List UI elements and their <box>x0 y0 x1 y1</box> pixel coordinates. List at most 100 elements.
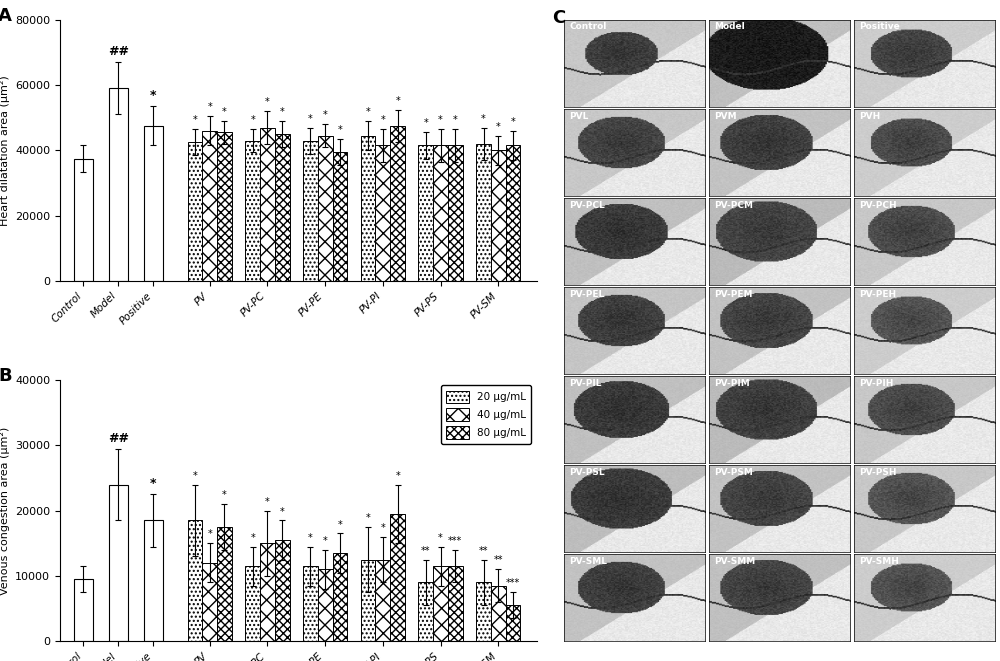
Text: PV-SMM: PV-SMM <box>714 557 756 566</box>
Bar <box>433 145 448 281</box>
Text: *: * <box>250 533 255 543</box>
Bar <box>506 145 520 281</box>
Bar <box>303 566 318 641</box>
Text: C: C <box>553 9 566 27</box>
Text: *: * <box>423 118 428 128</box>
Text: Positive: Positive <box>859 22 900 32</box>
Legend: 20 μg/mL, 40 μg/mL, 80 μg/mL: 20 μg/mL, 40 μg/mL, 80 μg/mL <box>441 385 531 444</box>
Bar <box>491 586 506 641</box>
Text: **: ** <box>479 546 488 556</box>
Text: **: ** <box>494 555 503 565</box>
Text: *: * <box>207 102 212 112</box>
Bar <box>74 579 93 641</box>
Bar <box>275 134 290 281</box>
Y-axis label: Venous congestion area (μm²): Venous congestion area (μm²) <box>0 426 10 595</box>
Text: PV-PSL: PV-PSL <box>569 468 605 477</box>
Text: PV-PEH: PV-PEH <box>859 290 896 299</box>
Bar <box>361 136 375 281</box>
Bar <box>390 514 405 641</box>
Text: *: * <box>453 115 458 125</box>
Text: *: * <box>323 536 328 546</box>
Bar <box>202 563 217 641</box>
Bar <box>275 540 290 641</box>
Text: PVL: PVL <box>569 112 589 120</box>
Bar <box>260 128 275 281</box>
Bar <box>188 142 202 281</box>
Text: PV-PEL: PV-PEL <box>569 290 605 299</box>
Bar <box>217 527 232 641</box>
Text: *: * <box>338 520 342 529</box>
Text: *: * <box>222 107 227 117</box>
Bar <box>506 605 520 641</box>
Text: A: A <box>0 7 12 24</box>
Text: PV-PEM: PV-PEM <box>714 290 753 299</box>
Text: *: * <box>308 533 313 543</box>
Bar <box>217 132 232 281</box>
Text: PV-SML: PV-SML <box>569 557 607 566</box>
Bar <box>476 582 491 641</box>
Text: *: * <box>438 115 443 125</box>
Bar <box>375 560 390 641</box>
Bar <box>375 145 390 281</box>
Text: Control: Control <box>569 22 607 32</box>
Text: *: * <box>323 110 328 120</box>
Text: *: * <box>511 117 515 127</box>
Text: *: * <box>395 96 400 106</box>
Bar <box>245 566 260 641</box>
Text: *: * <box>366 107 370 117</box>
Bar <box>245 141 260 281</box>
Text: *: * <box>150 89 157 102</box>
Text: PV-PCH: PV-PCH <box>859 200 897 210</box>
Text: PV-PCM: PV-PCM <box>714 200 753 210</box>
Text: *: * <box>280 506 285 516</box>
Text: *: * <box>207 529 212 539</box>
Text: *: * <box>395 471 400 481</box>
Text: *: * <box>222 490 227 500</box>
Text: PV-SMH: PV-SMH <box>859 557 899 566</box>
Text: *: * <box>308 114 313 124</box>
Bar <box>333 553 347 641</box>
Text: B: B <box>0 367 12 385</box>
Bar <box>448 566 463 641</box>
Text: *: * <box>366 513 370 523</box>
Bar <box>202 131 217 281</box>
Text: *: * <box>193 115 197 125</box>
Y-axis label: Heart dilatation area (μm²): Heart dilatation area (μm²) <box>0 75 10 226</box>
Text: Model: Model <box>714 22 745 32</box>
Bar <box>491 150 506 281</box>
Text: *: * <box>280 107 285 117</box>
Bar <box>476 144 491 281</box>
Text: ##: ## <box>108 432 129 445</box>
Text: *: * <box>438 533 443 543</box>
Bar <box>188 520 202 641</box>
Text: *: * <box>380 115 385 125</box>
Text: ***: *** <box>506 578 520 588</box>
Text: *: * <box>150 477 157 490</box>
Bar <box>418 582 433 641</box>
Text: ***: *** <box>448 536 462 546</box>
Text: PV-PSH: PV-PSH <box>859 468 897 477</box>
Bar <box>318 136 333 281</box>
Bar <box>303 141 318 281</box>
Text: PVM: PVM <box>714 112 737 120</box>
Bar <box>418 145 433 281</box>
Bar <box>318 569 333 641</box>
Text: PV-PIL: PV-PIL <box>569 379 602 388</box>
Bar <box>433 566 448 641</box>
Bar <box>361 560 375 641</box>
Text: *: * <box>265 97 270 107</box>
Text: *: * <box>250 115 255 125</box>
Text: **: ** <box>421 546 431 556</box>
Text: *: * <box>338 125 342 135</box>
Bar <box>144 520 163 641</box>
Text: *: * <box>496 122 501 132</box>
Text: ##: ## <box>108 46 129 58</box>
Text: PV-PIM: PV-PIM <box>714 379 750 388</box>
Text: *: * <box>193 471 197 481</box>
Bar <box>448 145 463 281</box>
Text: *: * <box>481 114 486 124</box>
Text: *: * <box>380 523 385 533</box>
Bar <box>109 89 128 281</box>
Bar <box>390 126 405 281</box>
Bar <box>109 485 128 641</box>
